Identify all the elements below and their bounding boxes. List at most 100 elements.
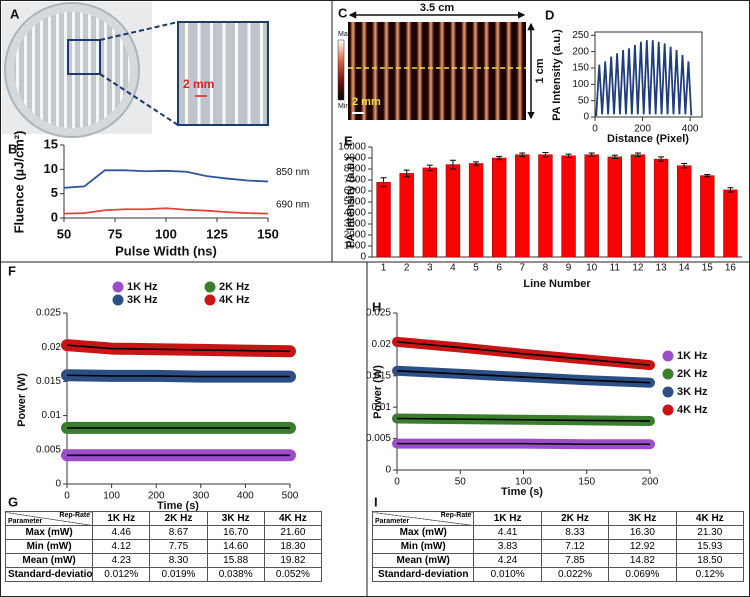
error-bar [704,174,711,178]
corner-column-label: Rep-Rate [440,512,472,520]
table-cell: 0.022% [540,567,610,582]
y-tick-label: 0 [51,209,58,224]
zoom-guide [99,21,179,41]
y-axis-title: Fluence (µJ/cm²) [11,131,26,234]
trend-line [396,417,651,422]
legend-label: 3K Hz [127,294,158,306]
corner-column-label: Rep-Rate [59,512,91,520]
y-tick-label: 0.015 [366,370,391,381]
x-tick-label: 400 [237,491,254,502]
x-tick-label: 4 [450,263,456,274]
bar [445,164,461,258]
colorbar [337,39,345,101]
y-tick-label: 5 [51,185,58,200]
x-tick-label: 12 [632,263,644,274]
column-header: 2K Hz [149,511,208,526]
row-header: Max (mW) [4,525,94,540]
table-row: Min (mW) 4.12 7.75 14.60 18.30 [4,539,323,554]
column-header: 2K Hz [540,511,610,526]
table-row: Standard-deviation 0.010% 0.022% 0.069% 0.12… [371,567,745,582]
x-axis-title: Time (s) [157,500,199,512]
x-axis-title: Pulse Width (ns) [115,243,217,258]
colorbar-max: Max [338,31,352,38]
table-cell: 14.82 [608,553,677,568]
x-tick-label: 200 [642,477,659,488]
column-header: 3K Hz [206,511,265,526]
series-line [595,40,693,117]
table-cell: 4.46 [92,525,151,540]
y-tick-label: 10 [44,161,58,176]
y-tick-label: 1000 [344,241,367,252]
x-tick-label: 75 [108,226,122,241]
table-cell: 16.70 [206,525,265,540]
bar [723,189,738,258]
y-tick-label: 9000 [344,153,367,164]
table-cell: 0.069% [608,567,677,582]
legend-label: 1K Hz [677,350,708,362]
y-tick-label: 0.005 [366,433,391,444]
y-axis-title: Power (W) [372,365,384,419]
table-cell: 21.60 [263,525,323,540]
y-tick-label: 0.01 [42,410,62,421]
x-tick-label: 2 [404,263,410,274]
x-tick-label: 5 [473,263,479,274]
x-tick-label: 9 [566,263,572,274]
legend-marker [112,294,124,306]
data-table: Rep-Rate Parameter 1K Hz 2K Hz 3K Hz 4K Hz Max… [4,511,323,582]
y-axis-title: PA Intensity (a.u.) [345,156,357,248]
error-bar [496,155,503,161]
y-tick-label: 0.025 [366,308,391,319]
corner-row-label: Parameter [8,518,43,525]
table-row: Mean (mW) 4.24 7.85 14.82 18.50 [371,553,745,568]
x-tick-label: 8 [543,263,549,274]
legend-marker [204,281,216,293]
x-tick-label: 11 [610,263,621,274]
y-tick-label: 0.025 [36,308,61,319]
legend-marker [662,404,674,416]
row-header: Max (mW) [371,525,475,540]
x-tick-label: 300 [192,491,209,502]
legend-marker [662,368,674,380]
table-cell: 4.23 [92,553,151,568]
bar [584,154,599,258]
table-cell: 0.052% [263,567,323,582]
trend-line [396,369,651,384]
table-cell: 19.82 [263,553,323,568]
panel-label: B [8,141,17,156]
x-tick-label: 50 [57,226,71,241]
error-bar [611,154,618,160]
x-tick-label: 500 [282,491,299,502]
bar [399,173,414,258]
error-bar [519,152,526,157]
x-tick-label: 0 [394,477,400,488]
table-cell: 15.93 [675,539,745,554]
y-tick-label: 0 [385,465,391,476]
series-line [63,207,269,215]
table-cell: 8.33 [540,525,610,540]
y-tick-label: 0.02 [42,342,62,353]
y-tick-label: 0.005 [36,444,61,455]
y-tick-label: 150 [572,63,589,74]
header-row: Rep-Rate Parameter 1K Hz 2K Hz 3K Hz 4K Hz [4,511,323,526]
error-bar [727,187,734,193]
bar [515,154,530,258]
trend-line [396,341,651,366]
x-axis-title: Time (s) [501,486,543,498]
table-cell: 0.019% [149,567,208,582]
y-tick-label: 0.015 [36,376,61,387]
column-header: 3K Hz [608,511,677,526]
colorbar-min: Min [338,103,349,110]
table-cell: 4.41 [473,525,542,540]
legend-label: 2K Hz [677,368,708,380]
table-row: Mean (mW) 4.23 8.30 15.88 19.82 [4,553,323,568]
y-axis-title: Power (W) [16,373,28,427]
bar [492,157,507,258]
y-tick-label: 0 [55,479,61,490]
y-tick-label: 15 [44,136,58,151]
scale-label: 2 mm [183,77,214,91]
y-tick-label: 50 [578,95,590,106]
table-cell: 12.92 [608,539,677,554]
x-tick-label: 16 [725,263,737,274]
y-tick-label: 0.02 [372,339,392,350]
